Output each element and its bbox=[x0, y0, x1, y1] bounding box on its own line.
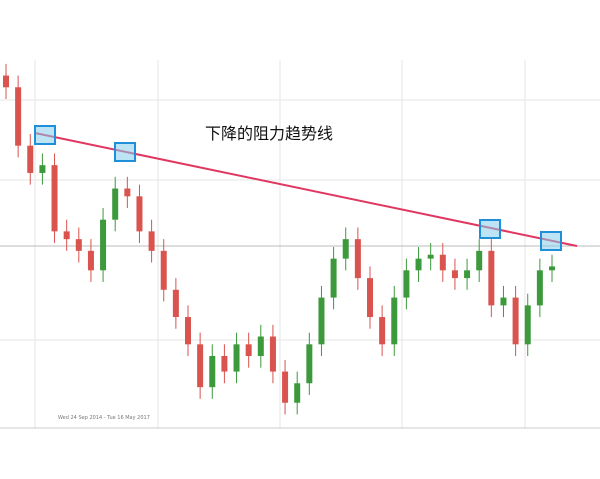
candle-body bbox=[488, 250, 495, 306]
candle-body bbox=[354, 239, 361, 279]
touch-boxes bbox=[34, 125, 562, 251]
candle-body bbox=[221, 356, 228, 372]
candle-body bbox=[549, 266, 555, 271]
date-range: Wed 24 Sep 2014 - Tue 16 May 2017 bbox=[58, 415, 150, 421]
candle-body bbox=[512, 297, 519, 345]
candle-body bbox=[536, 270, 543, 306]
candle-body bbox=[427, 254, 434, 259]
candle-body bbox=[124, 188, 131, 197]
candle-body bbox=[185, 317, 191, 345]
candle-body bbox=[233, 344, 240, 372]
grid bbox=[0, 60, 600, 429]
candle-body bbox=[27, 145, 34, 173]
candle-body bbox=[342, 239, 349, 259]
candle-body bbox=[245, 344, 252, 356]
candle-body bbox=[464, 270, 471, 279]
candle-body bbox=[269, 336, 276, 372]
candle-body bbox=[257, 336, 264, 356]
annotation: 下降的阻力趋势线 bbox=[205, 124, 333, 143]
candle-body bbox=[415, 258, 422, 271]
candle-body bbox=[39, 165, 46, 173]
candle-body bbox=[51, 165, 58, 232]
candle-body bbox=[15, 87, 22, 146]
candle-body bbox=[379, 317, 386, 345]
candle-body bbox=[318, 297, 325, 345]
candle-body bbox=[439, 254, 446, 271]
candle-body bbox=[476, 250, 483, 271]
candle-body bbox=[3, 75, 9, 88]
candle-body bbox=[87, 250, 94, 271]
candle-body bbox=[209, 356, 216, 388]
candle-body bbox=[367, 278, 373, 318]
candle-body bbox=[451, 270, 458, 279]
candle-body bbox=[100, 219, 107, 271]
candle-body bbox=[306, 344, 313, 384]
candle-body bbox=[524, 305, 531, 345]
candles bbox=[3, 63, 555, 415]
candle-body bbox=[112, 188, 119, 220]
candle-body bbox=[282, 371, 289, 403]
candle-body bbox=[403, 270, 410, 298]
candle-body bbox=[172, 289, 179, 318]
candle-body bbox=[391, 297, 398, 345]
candle-body bbox=[294, 383, 301, 403]
candle-body bbox=[160, 250, 167, 290]
candle-body bbox=[63, 231, 70, 240]
candle-body bbox=[75, 239, 82, 251]
candle-body bbox=[148, 231, 155, 251]
candle-body bbox=[330, 258, 337, 298]
candle-body bbox=[500, 297, 507, 306]
candle-body bbox=[197, 344, 204, 388]
candle-body bbox=[136, 196, 143, 232]
